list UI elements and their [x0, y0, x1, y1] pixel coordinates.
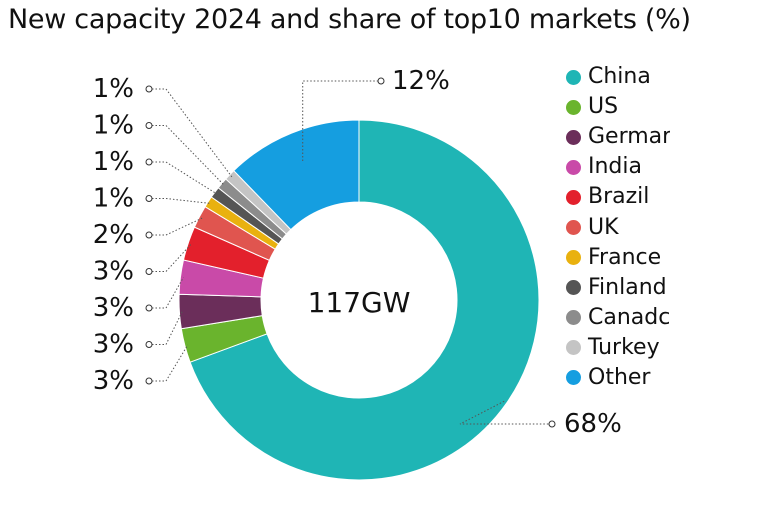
- legend-item-canadc: Canadc: [566, 303, 670, 333]
- donut-slices: [178, 119, 540, 481]
- legend-item-france: France: [566, 243, 670, 273]
- legend-swatch-uk: [566, 220, 581, 236]
- leader-brazil: [152, 243, 192, 272]
- leader-dot-us: [145, 377, 153, 385]
- legend-item-uk: UK: [566, 212, 670, 242]
- leader-finland: [152, 161, 218, 195]
- value-label-france: 1%: [93, 184, 134, 214]
- leader-france: [152, 198, 211, 204]
- leader-uk: [152, 217, 203, 236]
- leader-turkey: [152, 88, 233, 178]
- legend-label-india: India: [588, 154, 642, 180]
- leader-us: [152, 344, 189, 382]
- legend-item-germar: Germar: [566, 122, 670, 152]
- leader-lines: [145, 77, 556, 428]
- legend-item-finland: Finland: [566, 273, 670, 303]
- legend-swatch-canadc: [566, 310, 581, 326]
- value-label-uk: 2%: [93, 220, 134, 250]
- slice-other: [233, 119, 360, 231]
- legend-label-turkey: Turkey: [588, 334, 660, 360]
- leader-dot-turkey: [145, 85, 153, 93]
- leader-dot-india: [145, 304, 153, 312]
- leader-dot-brazil: [145, 268, 153, 275]
- legend-item-turkey: Turkey: [566, 333, 670, 363]
- value-label-finland: 1%: [93, 147, 134, 177]
- legend-label-canadc: Canadc: [588, 304, 670, 330]
- value-label-us: 3%: [93, 366, 134, 396]
- legend: China US Germar India Brazil UK France Finland C…: [566, 62, 670, 393]
- legend-label-finland: Finland: [588, 274, 667, 300]
- legend-item-india: India: [566, 152, 670, 182]
- legend-swatch-us: [566, 99, 581, 115]
- legend-swatch-other: [566, 370, 581, 386]
- leader-china: [459, 400, 549, 425]
- value-label-canadc: 1%: [93, 111, 134, 141]
- legend-label-us: US: [588, 94, 619, 120]
- legend-swatch-finland: [566, 280, 581, 296]
- value-label-other: 12%: [392, 66, 450, 96]
- leader-india: [152, 277, 184, 309]
- leader-dot-canadc: [145, 122, 153, 129]
- leader-germar: [152, 311, 183, 345]
- leader-other: [302, 80, 378, 161]
- leader-canadc: [152, 125, 225, 186]
- legend-item-brazil: Brazil: [566, 182, 670, 212]
- legend-item-us: US: [566, 92, 670, 122]
- legend-swatch-france: [566, 250, 581, 266]
- leader-dot-uk: [145, 231, 153, 239]
- value-label-germar: 3%: [93, 330, 134, 360]
- legend-label-brazil: Brazil: [588, 184, 650, 210]
- legend-label-germar: Germar: [588, 124, 670, 150]
- legend-item-china: China: [566, 62, 670, 92]
- legend-label-other: Other: [588, 364, 651, 390]
- legend-swatch-germar: [566, 129, 581, 145]
- legend-label-uk: UK: [588, 214, 619, 240]
- chart-title: New capacity 2024 and share of top10 mar…: [8, 4, 691, 35]
- legend-label-france: France: [588, 244, 662, 270]
- legend-swatch-brazil: [566, 189, 581, 205]
- value-label-turkey: 1%: [93, 74, 134, 104]
- leader-dot-france: [145, 195, 153, 202]
- value-label-india: 3%: [93, 293, 134, 323]
- legend-swatch-turkey: [566, 340, 581, 356]
- slice-china: [189, 119, 540, 481]
- value-label-china: 68%: [564, 409, 622, 439]
- value-label-brazil: 3%: [93, 257, 134, 287]
- value-labels: 68% 3% 3% 3% 3% 2% 1% 1% 1% 1% 12%: [93, 66, 622, 439]
- leader-dot-china: [548, 420, 556, 428]
- legend-label-china: China: [588, 64, 651, 90]
- center-total-label: 117GW: [308, 286, 411, 319]
- legend-swatch-india: [566, 159, 581, 175]
- leader-dot-germar: [145, 341, 153, 348]
- leader-dot-finland: [145, 158, 153, 166]
- legend-swatch-china: [566, 69, 581, 85]
- leader-dot-other: [377, 77, 385, 85]
- legend-item-other: Other: [566, 363, 670, 393]
